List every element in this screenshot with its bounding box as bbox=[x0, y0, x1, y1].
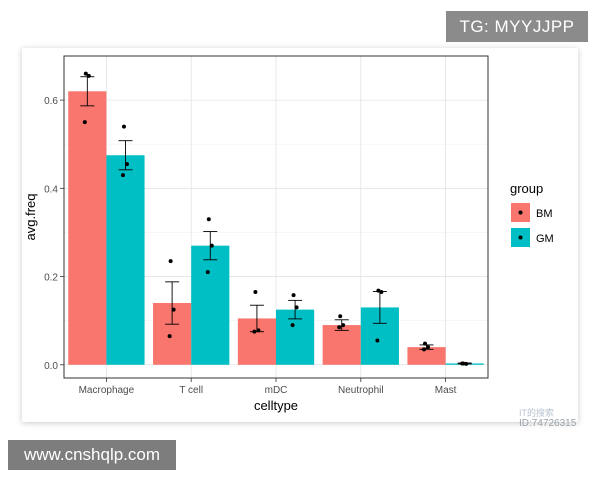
x-tick-label: T cell bbox=[179, 385, 203, 396]
legend-title: group bbox=[510, 181, 543, 196]
data-point bbox=[291, 293, 296, 298]
x-tick-label: mDC bbox=[265, 385, 288, 396]
data-point bbox=[338, 314, 343, 319]
x-axis-title: celltype bbox=[254, 398, 298, 413]
bar-bm-neutrophil bbox=[322, 325, 361, 365]
y-tick-label: 0.6 bbox=[44, 96, 58, 107]
site-banner: www.cnshqlp.com bbox=[8, 440, 176, 470]
data-point bbox=[167, 334, 172, 339]
data-point bbox=[171, 307, 176, 312]
data-point bbox=[376, 288, 381, 293]
bar-bm-macrophage bbox=[68, 91, 107, 365]
x-tick-label: Neutrophil bbox=[338, 385, 384, 396]
legend: BM GM bbox=[511, 203, 554, 247]
data-point bbox=[253, 289, 258, 294]
watermark-id: ID:74726315 bbox=[519, 418, 577, 429]
watermark-logo: IT的搜索 bbox=[519, 408, 554, 418]
data-point bbox=[124, 162, 129, 167]
data-point bbox=[83, 71, 88, 76]
legend-key-dot bbox=[518, 210, 523, 215]
data-point bbox=[422, 347, 427, 352]
data-point bbox=[379, 289, 384, 294]
data-point bbox=[82, 120, 87, 125]
data-point bbox=[460, 361, 465, 366]
data-point bbox=[375, 338, 380, 343]
data-point bbox=[256, 328, 261, 333]
y-tick-label: 0.4 bbox=[44, 184, 58, 195]
x-axis-ticks: Macrophage T cell mDC Neutrophil Mast bbox=[79, 378, 457, 396]
data-point bbox=[341, 323, 346, 328]
bars bbox=[68, 91, 484, 365]
data-point bbox=[464, 361, 469, 366]
data-points bbox=[82, 71, 469, 366]
data-point bbox=[423, 341, 428, 346]
data-point bbox=[426, 345, 431, 350]
bar-bm-mast bbox=[407, 347, 446, 365]
data-point bbox=[120, 173, 125, 178]
data-point bbox=[294, 305, 299, 310]
y-tick-label: 0.0 bbox=[44, 361, 58, 372]
data-point bbox=[337, 325, 342, 330]
data-point bbox=[86, 73, 91, 78]
y-tick-label: 0.2 bbox=[44, 273, 58, 284]
data-point bbox=[252, 329, 257, 334]
x-tick-label: Mast bbox=[435, 385, 457, 396]
data-point bbox=[121, 124, 126, 129]
data-point bbox=[205, 270, 210, 275]
bar-gm-t-cell bbox=[191, 245, 230, 365]
error-bars bbox=[80, 76, 472, 365]
x-tick-label: Macrophage bbox=[79, 385, 135, 396]
y-axis-title: avg.freq bbox=[23, 194, 38, 241]
tg-banner: TG: MYYJJPP bbox=[446, 11, 588, 42]
data-point bbox=[206, 217, 211, 222]
bar-chart: 0.0 0.2 0.4 0.6 Macrophage T cell mDC Neutroph… bbox=[23, 55, 554, 413]
legend-label-bm: BM bbox=[536, 208, 553, 220]
legend-key-dot bbox=[518, 235, 523, 240]
y-axis-ticks: 0.0 0.2 0.4 0.6 bbox=[44, 96, 64, 372]
data-point bbox=[290, 323, 295, 328]
legend-label-gm: GM bbox=[536, 233, 554, 245]
data-point bbox=[168, 259, 173, 264]
data-point bbox=[209, 243, 214, 248]
chart-card: 0.0 0.2 0.4 0.6 Macrophage T cell mDC Neutroph… bbox=[22, 48, 578, 422]
bar-gm-macrophage bbox=[106, 155, 145, 365]
